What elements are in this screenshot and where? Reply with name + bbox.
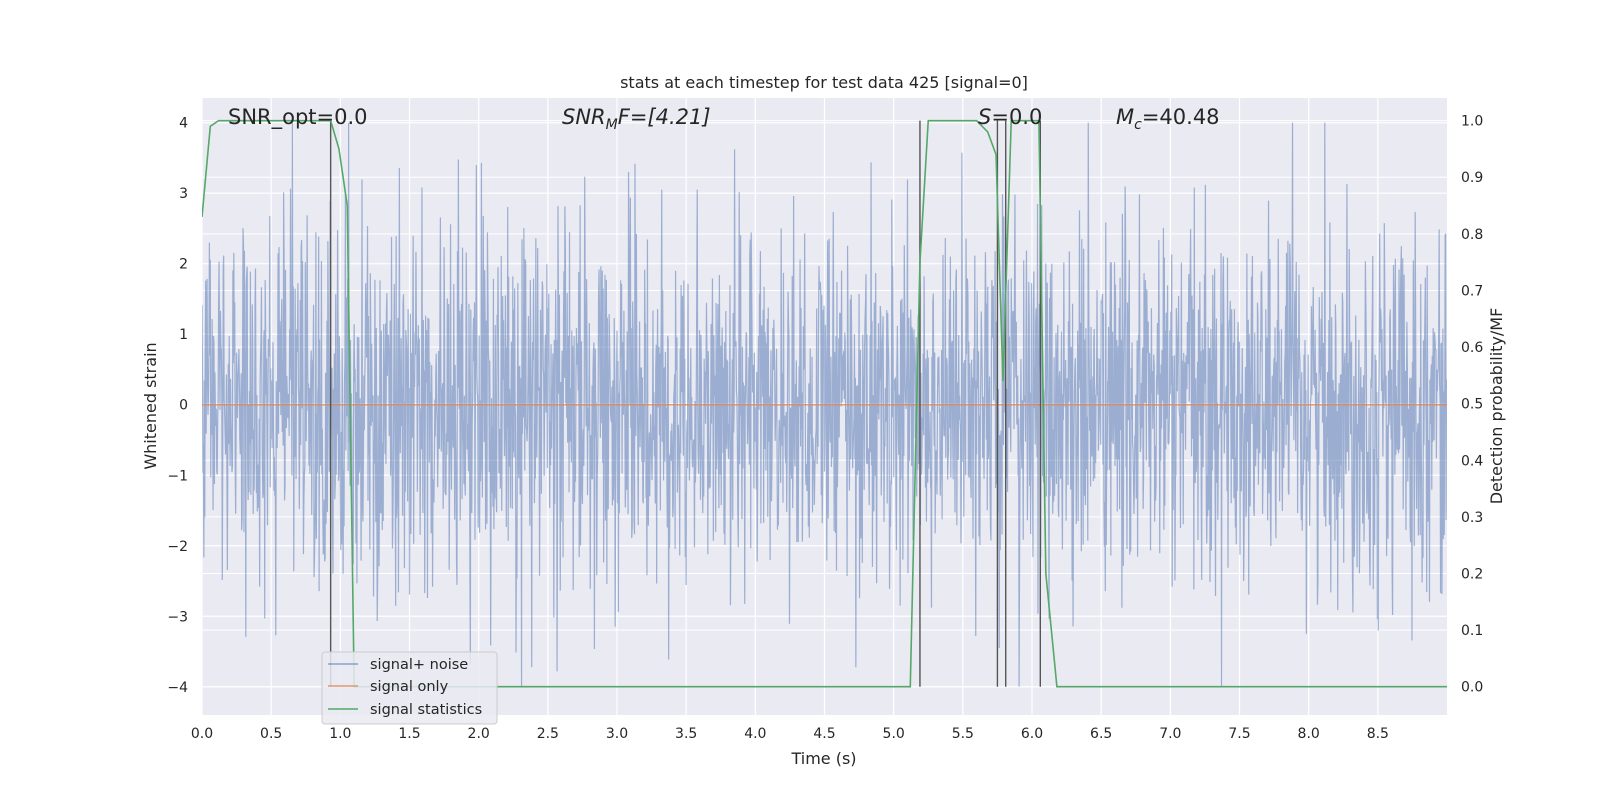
y2-tick-label: 0.2 xyxy=(1461,566,1483,582)
annotation-s-value: =0.0 xyxy=(991,105,1042,129)
y2-tick-label: 0.4 xyxy=(1461,453,1483,469)
series-signal-statistics xyxy=(202,119,1447,688)
y2-tick-label: 0.7 xyxy=(1461,283,1483,299)
series-signal-noise xyxy=(202,122,1447,687)
y-tick-label: −2 xyxy=(167,539,188,555)
y-tick-label: 4 xyxy=(179,116,188,132)
y2-tick-label: 1.0 xyxy=(1461,114,1483,130)
legend-box xyxy=(321,651,498,725)
x-tick-label: 7.0 xyxy=(1159,726,1181,742)
chart-title: stats at each timestep for test data 425… xyxy=(620,73,1028,92)
y2-tick-label: 0.0 xyxy=(1461,680,1483,696)
annotation-snr-mf-value: F=[4.21] xyxy=(618,105,711,129)
annotation-snr-opt: SNR_opt=0.0 xyxy=(228,105,368,130)
x-axis-label: Time (s) xyxy=(790,749,856,768)
x-tick-label: 5.0 xyxy=(883,726,905,742)
y2-tick-label: 0.6 xyxy=(1461,340,1483,356)
x-tick-label: 2.0 xyxy=(468,726,490,742)
x-axis-ticks: 0.0 0.5 1.0 1.5 2.0 2.5 3.0 3.5 4.0 4.5 5.0 5.5 6.0 6… xyxy=(191,726,1389,742)
y2-tick-label: 0.1 xyxy=(1461,623,1483,639)
y2-tick-label: 0.9 xyxy=(1461,170,1483,186)
y-axis-ticks: −4 −3 −2 −1 0 1 2 3 4 xyxy=(167,116,188,696)
y-tick-label: 1 xyxy=(179,327,188,343)
y-axis-label: Whitened strain xyxy=(141,342,160,469)
y2-axis-ticks: 0.0 0.1 0.2 0.3 0.4 0.5 0.6 0.7 0.8 0.9 1.0 xyxy=(1461,114,1483,696)
x-tick-label: 6.5 xyxy=(1090,726,1112,742)
x-tick-label: 1.5 xyxy=(398,726,420,742)
x-tick-label: 5.5 xyxy=(952,726,974,742)
y-tick-label: −3 xyxy=(167,609,188,625)
y-tick-label: 0 xyxy=(179,398,188,414)
legend-label-signal-statistics: signal statistics xyxy=(370,702,482,718)
y-tick-label: 3 xyxy=(179,186,188,202)
x-tick-label: 2.5 xyxy=(537,726,559,742)
annotation-s-symbol: S xyxy=(978,105,991,129)
x-tick-label: 3.5 xyxy=(675,726,697,742)
y2-tick-label: 0.3 xyxy=(1461,510,1483,526)
y-tick-label: 2 xyxy=(179,257,188,273)
annotation-s: S=0.0 xyxy=(978,105,1042,129)
y2-tick-label: 0.8 xyxy=(1461,227,1483,243)
legend-label-signal-noise: signal+ noise xyxy=(370,657,468,673)
y-tick-label: −4 xyxy=(167,680,188,696)
annotation-mc-symbol: M xyxy=(1116,105,1134,129)
annotation-snr-mf: SNRMF=[4.21] xyxy=(562,105,711,133)
x-tick-label: 3.0 xyxy=(606,726,628,742)
x-tick-label: 6.0 xyxy=(1021,726,1043,742)
annotation-snr-mf-symbol: SNR xyxy=(562,105,606,129)
annotation-mc: Mc=40.48 xyxy=(1116,105,1220,133)
x-tick-label: 8.5 xyxy=(1367,726,1389,742)
x-tick-label: 0.5 xyxy=(260,726,282,742)
y2-axis-label: Detection probability/MF xyxy=(1487,308,1506,505)
legend: signal+ noise signal only signal statist… xyxy=(321,651,498,725)
x-tick-label: 4.5 xyxy=(813,726,835,742)
annotation-mc-subscript: c xyxy=(1134,117,1142,133)
x-tick-label: 0.0 xyxy=(191,726,213,742)
x-tick-label: 8.0 xyxy=(1298,726,1320,742)
x-tick-label: 4.0 xyxy=(744,726,766,742)
y-tick-label: −1 xyxy=(167,468,188,484)
y2-tick-label: 0.5 xyxy=(1461,397,1483,413)
x-tick-label: 1.0 xyxy=(329,726,351,742)
x-tick-label: 7.5 xyxy=(1228,726,1250,742)
annotation-snr-mf-subscript: M xyxy=(606,117,618,133)
legend-label-signal-only: signal only xyxy=(370,679,449,695)
annotation-mc-value: =40.48 xyxy=(1142,105,1220,129)
